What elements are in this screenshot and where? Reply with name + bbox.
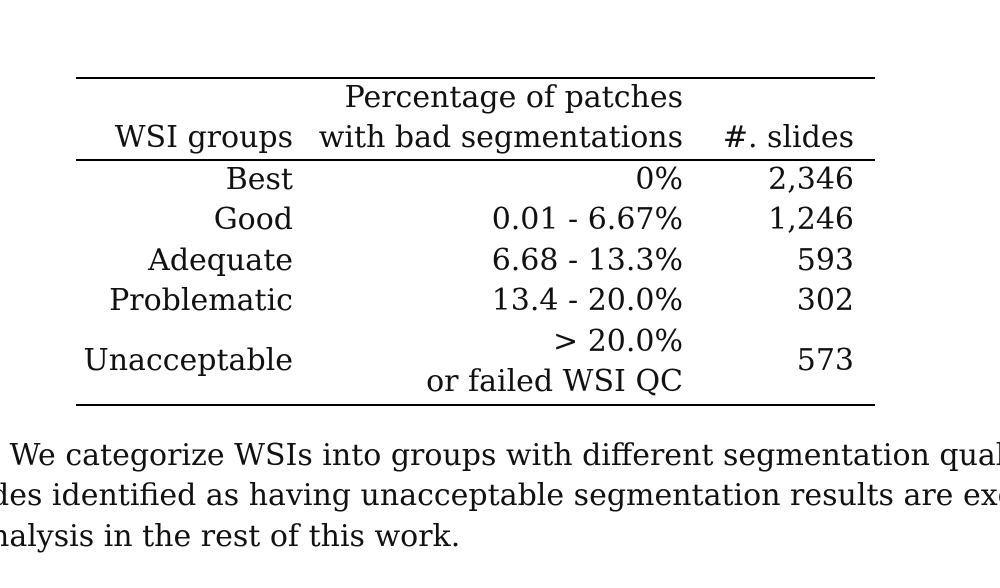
- table-row-slides: 573: [796, 343, 854, 378]
- table-row-percentage: 6.68 - 13.3%: [491, 243, 683, 278]
- caption-line-3: nalysis in the rest of this work.: [0, 519, 461, 554]
- table-row-slides: 2,346: [768, 162, 854, 197]
- table-row-percentage-line1: > 20.0%: [553, 324, 683, 359]
- table-bottom-rule: [76, 404, 875, 406]
- table-row-group: Problematic: [109, 283, 293, 318]
- table-row-percentage: 0.01 - 6.67%: [491, 202, 683, 237]
- table-row-percentage: 0%: [635, 162, 683, 197]
- table-row-group: Unacceptable: [83, 343, 293, 378]
- table-row-slides: 1,246: [768, 202, 854, 237]
- caption-line-1: : We categorize WSIs into groups with di…: [0, 438, 1000, 473]
- caption-line-2: des identified as having unacceptable se…: [0, 478, 1000, 513]
- table-row-percentage-line2: or failed WSI QC: [426, 364, 683, 399]
- header-percentage-line2: with bad segmentations: [318, 120, 683, 155]
- table-top-rule: [76, 77, 875, 79]
- table-row-group: Adequate: [148, 243, 293, 278]
- table-row-group: Good: [213, 202, 293, 237]
- header-percentage-line1: Percentage of patches: [344, 80, 683, 115]
- header-wsi-groups: WSI groups: [114, 120, 293, 155]
- table-row-slides: 593: [796, 243, 854, 278]
- table-row-slides: 302: [796, 283, 854, 318]
- table-header-rule: [76, 159, 875, 161]
- table-row-percentage: 13.4 - 20.0%: [491, 283, 683, 318]
- table-row-group: Best: [225, 162, 293, 197]
- header-slides: #. slides: [722, 120, 854, 155]
